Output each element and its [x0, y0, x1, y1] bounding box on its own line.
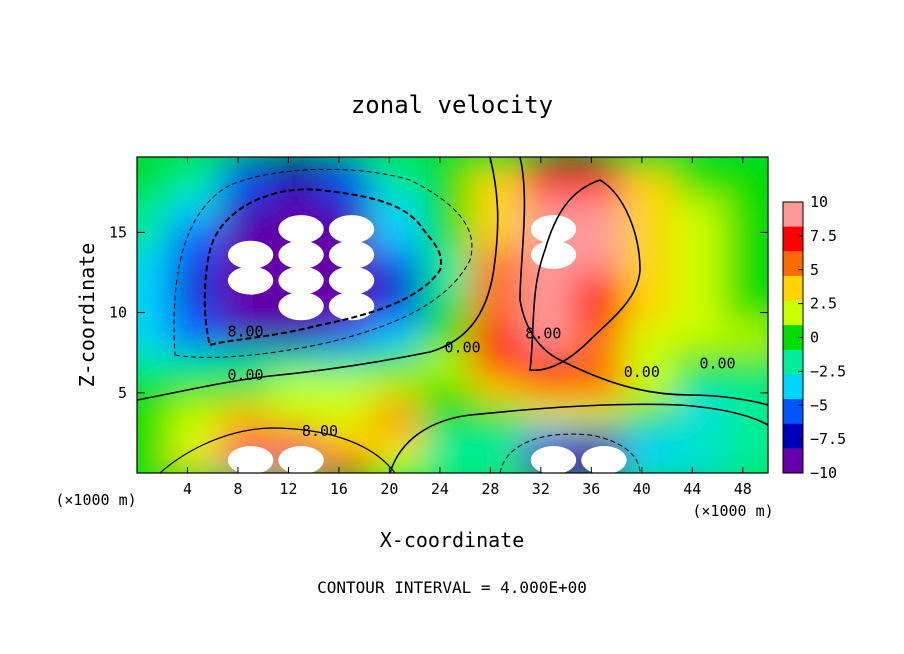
- contour-line-pos-eight-lower: [159, 427, 396, 473]
- x-axis-label: X-coordinate: [380, 528, 525, 552]
- contour-line-zero-lower: [389, 403, 768, 473]
- chart-title: zonal velocity: [351, 91, 553, 119]
- contour-label: 0.00: [624, 363, 660, 381]
- velocity-field: [137, 159, 768, 473]
- x-tick-label: 40: [633, 480, 651, 498]
- contour-line-neg-lower: [499, 433, 641, 473]
- colorbar-band: [783, 202, 803, 228]
- colorbar-tick-label: 2.5: [810, 295, 837, 313]
- field-saturated-core: [581, 446, 627, 473]
- contour-label: 8.00: [302, 422, 338, 440]
- y-tick-label: 5: [118, 384, 127, 402]
- field-saturated-core: [530, 215, 577, 244]
- contour-line-zero-right: [519, 157, 768, 406]
- field-saturated-core: [328, 292, 375, 321]
- x-tick-label: 20: [380, 480, 398, 498]
- colorbar-band: [783, 399, 803, 425]
- x-tick-label: 4: [183, 480, 192, 498]
- field-saturated-core: [278, 292, 324, 321]
- colorbar-band: [783, 226, 803, 252]
- contour-label: 0.00: [445, 339, 481, 357]
- colorbar-tick-label: 7.5: [810, 227, 837, 245]
- colorbar-tick-label: −7.5: [810, 430, 846, 448]
- field-saturated-core: [278, 240, 324, 269]
- x-axis-unit: (×1000 m): [55, 491, 136, 509]
- contour-line-neg-eight: [203, 188, 442, 347]
- colorbar-band: [783, 349, 803, 375]
- contour-line-pos-eight: [529, 179, 641, 371]
- colorbar-band: [783, 325, 803, 351]
- plot-area: 8.000.008.000.008.000.00 0.00 4 8 12 16 20 24 2…: [109, 156, 769, 498]
- x-axis-ticks: 4 8 12 16 20 24 28 32 36 40 44 48: [183, 157, 752, 498]
- x-tick-label: 28: [481, 480, 499, 498]
- x-tick-label: 48: [734, 480, 752, 498]
- x-tick-label: 36: [582, 480, 600, 498]
- contour-label: 8.00: [227, 323, 263, 341]
- y-tick-label: 15: [109, 223, 127, 241]
- contour-line-zero-upper: [137, 157, 499, 401]
- field-saturated-core: [278, 266, 324, 295]
- field-cell: [724, 159, 768, 197]
- field-saturated-core: [227, 240, 274, 269]
- plot-frame: [136, 156, 769, 474]
- contour-label: 0.00: [227, 366, 263, 384]
- x-axis-unit-right: (×1000 m): [692, 502, 773, 520]
- colorbar-tick-label: −10: [810, 464, 837, 482]
- colorbar: 10 7.5 5 2.5 0 −2.5 −5 −7.5 −10: [782, 193, 846, 482]
- colorbar-tick-label: 5: [810, 261, 819, 279]
- contour-interval-footer: CONTOUR INTERVAL = 4.000E+00: [317, 578, 587, 597]
- y-axis-label: Z-coordinate: [75, 243, 99, 388]
- colorbar-band: [783, 374, 803, 400]
- field-saturated-core: [227, 446, 274, 473]
- colorbar-band: [783, 251, 803, 277]
- contour-lines: [137, 157, 768, 473]
- contour-labels: 8.00 0.00 8.00 0.00 8.00 0.00 0.00: [227, 323, 735, 440]
- colorbar-band: [783, 275, 803, 302]
- field-saturated-core: [530, 446, 577, 473]
- contour-label: 8.00: [525, 324, 561, 342]
- colorbar-tick-label: 0: [810, 329, 819, 347]
- x-tick-label: 16: [330, 480, 348, 498]
- x-tick-label: 32: [532, 480, 550, 498]
- colorbar-tick-label: −5: [810, 396, 828, 414]
- colorbar-tick-label: 10: [810, 193, 828, 211]
- colorbar-band: [783, 448, 803, 474]
- contour-line-neg-four: [173, 168, 473, 358]
- contour-label: 0.00: [699, 355, 735, 373]
- x-tick-label: 12: [279, 480, 297, 498]
- y-tick-label: 10: [109, 304, 127, 322]
- field-saturated-core: [278, 446, 324, 473]
- field-saturated-core: [278, 215, 324, 244]
- field-saturated-core: [328, 215, 375, 244]
- field-saturated-core: [328, 240, 375, 269]
- colorbar-tick-label: −2.5: [810, 362, 846, 380]
- field-saturated-core: [530, 240, 577, 269]
- y-axis-ticks: 5 10 15: [109, 223, 768, 402]
- x-tick-label: 8: [233, 480, 242, 498]
- field-saturated-core: [227, 266, 274, 295]
- x-tick-label: 44: [683, 480, 701, 498]
- colorbar-band: [783, 300, 803, 326]
- colorbar-band: [783, 423, 803, 449]
- field-saturated-core: [328, 266, 375, 295]
- x-tick-label: 24: [431, 480, 449, 498]
